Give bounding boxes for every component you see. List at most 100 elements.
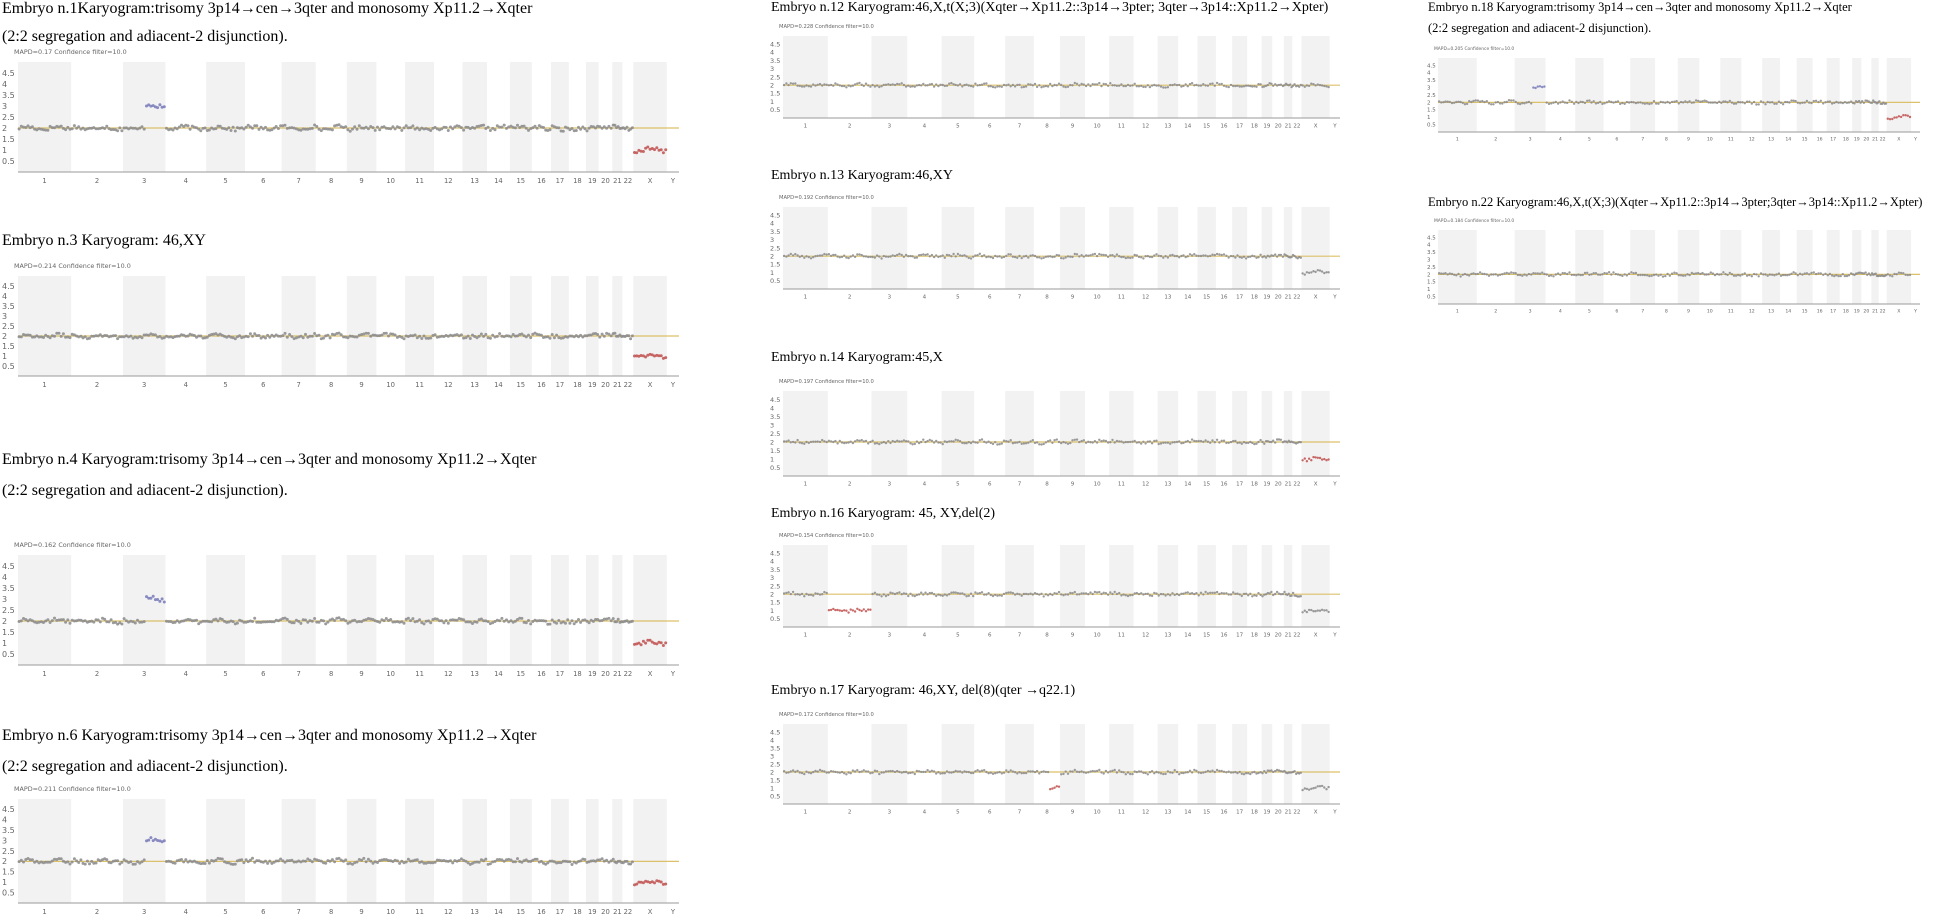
chromosome-band-5 [941,391,975,476]
data-point [376,334,379,338]
data-point [917,83,921,87]
data-point [1016,256,1019,259]
data-point [285,335,289,339]
x-tick-label-8: 8 [1045,633,1049,639]
chromosome-points-12 [1133,439,1158,445]
data-point [1087,771,1090,774]
x-tick-label-18: 18 [1843,137,1849,143]
data-point [787,771,790,774]
data-point [1102,772,1105,775]
data-point [1251,595,1254,598]
chromosome-band-15 [1197,207,1216,289]
data-point [1040,770,1043,774]
data-point [435,858,439,862]
data-point [371,861,375,865]
data-point [1080,592,1083,595]
data-point [875,593,879,596]
data-point [473,620,477,624]
data-point [791,440,795,444]
data-point [1253,594,1256,597]
data-point [950,81,953,85]
data-point [1272,84,1275,87]
data-point [317,859,321,863]
data-point [1122,593,1125,596]
data-point [1743,102,1746,105]
chromosome-band-5 [206,276,245,376]
data-point [1692,272,1696,275]
data-point [330,617,334,621]
data-point [1137,255,1141,259]
data-point [937,771,940,774]
data-point [889,441,892,445]
data-point [1009,769,1012,772]
data-point [147,103,151,107]
data-point [140,336,144,340]
data-point [1318,609,1322,612]
data-point [630,860,634,864]
y-tick-label: 4.5 [770,40,780,48]
chromosome-points-16 [1215,768,1233,774]
data-point [939,441,942,444]
data-point [798,593,801,596]
chromosome-points-13 [1157,769,1179,776]
data-point [1530,273,1533,276]
data-point [507,857,511,861]
data-point [160,597,164,601]
data-point [502,123,506,127]
data-point [1664,101,1667,104]
data-point [1686,101,1689,104]
data-point [94,618,98,622]
data-point [1893,116,1896,119]
x-tick-label-6: 6 [1615,309,1618,315]
data-point [1906,273,1909,277]
data-point [283,123,287,127]
chromosome-points-22 [621,334,634,341]
data-point [1173,593,1176,597]
data-point [853,770,857,773]
y-tick-label: 3.5 [770,744,780,752]
data-point [310,860,314,864]
data-point [1801,273,1804,276]
data-point [889,591,892,594]
data-point [1616,100,1620,103]
data-point [798,441,801,444]
data-point [488,862,492,866]
data-point [111,334,115,338]
data-point [980,83,984,86]
data-point [1621,101,1624,105]
data-point [994,86,997,89]
data-point [457,124,461,128]
data-point [1547,102,1551,106]
data-point [821,769,824,773]
data-point [1764,273,1767,276]
data-point [288,333,292,336]
chart-title-e18-line1: Embryo n.18 Karyogram:trisomy 3p14→cen→3… [1428,0,1852,14]
data-point [1771,273,1774,276]
data-point [1218,253,1221,256]
data-point [1100,771,1103,774]
data-point [268,335,272,339]
chromosome-points-16 [531,124,552,132]
data-point [177,125,181,129]
data-point [900,82,903,85]
data-point [825,591,828,595]
data-point [1005,84,1008,87]
chromosome-points-10 [376,858,406,865]
data-point [871,83,874,87]
data-point [1175,83,1179,87]
data-point [369,125,373,128]
data-point [1625,274,1629,277]
data-point [1186,439,1189,443]
data-point [1779,274,1783,277]
y-tick-label: 4.5 [2,805,15,814]
data-point [1805,272,1809,275]
chromosome-points-19 [1261,590,1273,598]
data-point [1255,85,1258,88]
data-point [1053,439,1056,442]
data-point [1902,114,1905,117]
chromosome-band-9 [1060,545,1085,627]
data-point [1042,770,1045,773]
data-point [980,438,984,441]
data-point [1238,441,1241,444]
data-point [1184,255,1187,259]
